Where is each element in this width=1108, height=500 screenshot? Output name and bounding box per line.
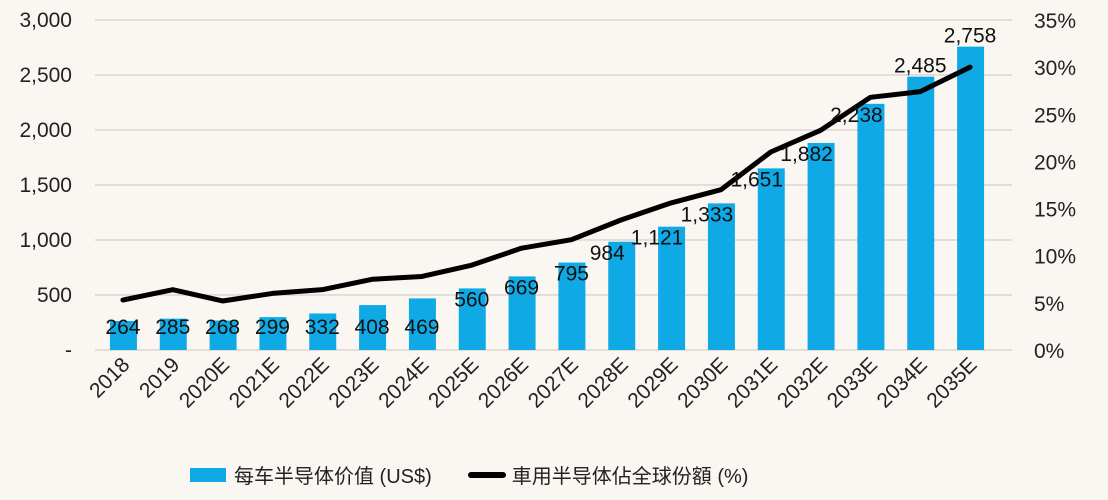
- data-label: 299: [255, 316, 290, 339]
- bar: [558, 262, 586, 350]
- bar: [658, 226, 686, 350]
- data-label: 1,882: [780, 143, 833, 166]
- legend: 每车半导体价值 (US$) 車用半导体佔全球份額 (%): [190, 460, 748, 489]
- data-label: 560: [454, 288, 489, 311]
- y-right-tick-label: 0%: [1034, 340, 1064, 363]
- data-label: 669: [504, 276, 539, 299]
- data-label: 1,333: [681, 203, 734, 226]
- y-left-tick-label: 1,500: [19, 174, 72, 197]
- bar: [309, 313, 337, 350]
- bar: [109, 320, 137, 350]
- y-right-tick-label: 25%: [1034, 104, 1076, 127]
- x-tick-label: 2027E: [524, 353, 583, 412]
- x-tick-label: 2023E: [324, 353, 383, 412]
- data-label: 2,485: [894, 55, 947, 78]
- data-label: 332: [305, 316, 340, 339]
- x-tick-label: 2021E: [225, 353, 284, 412]
- x-tick-label: 2030E: [673, 353, 732, 412]
- bar: [259, 317, 287, 350]
- x-tick-label: 2029E: [623, 353, 682, 412]
- bar: [907, 76, 935, 351]
- data-label: 984: [590, 242, 625, 265]
- data-label: 1,121: [631, 227, 684, 250]
- x-tick-label: 2034E: [873, 353, 932, 412]
- bar: [807, 142, 835, 350]
- y-left-tick-label: 3,000: [19, 9, 72, 32]
- data-label: 408: [355, 316, 390, 339]
- y-left-tick-label: -: [65, 339, 72, 362]
- data-label: 264: [105, 316, 140, 339]
- data-label: 795: [554, 263, 589, 286]
- x-tick-label: 2033E: [823, 353, 882, 412]
- y-right-tick-label: 35%: [1034, 10, 1076, 33]
- bar: [608, 241, 636, 350]
- y-right-tick-label: 15%: [1034, 199, 1076, 222]
- y-left-tick-label: 500: [37, 284, 72, 307]
- bar: [408, 298, 436, 350]
- legend-label-line: 車用半导体佔全球份額 (%): [511, 466, 749, 488]
- chart: - 500 1,000 1,500 2,000 2,500 3,000 0% 5% 10% 15% 2…: [19, 9, 1076, 412]
- bar: [707, 203, 735, 350]
- x-tick-label: 2024E: [374, 353, 433, 412]
- line-series: [120, 64, 973, 304]
- legend-label-bar: 每车半导体价值 (US$): [234, 466, 432, 488]
- y-left-tick-label: 2,500: [19, 64, 72, 87]
- legend-swatch-line: [467, 471, 506, 478]
- data-label: 2,758: [944, 25, 997, 48]
- x-tick-label: 2032E: [773, 353, 832, 412]
- x-tick-label: 2018: [85, 353, 134, 402]
- x-tick-label: 2020E: [175, 353, 234, 412]
- bar: [508, 276, 536, 350]
- bar: [359, 305, 387, 350]
- data-label: 268: [205, 316, 240, 339]
- x-tick-label: 2035E: [922, 353, 981, 412]
- data-label: 285: [155, 316, 190, 339]
- bar: [159, 318, 187, 350]
- x-tick-label: 2025E: [424, 353, 483, 412]
- y-right-tick-label: 30%: [1034, 57, 1076, 80]
- bar: [857, 103, 885, 350]
- y-left-tick-label: 2,000: [19, 119, 72, 142]
- bar: [458, 288, 486, 350]
- y-left-tick-label: 1,000: [19, 229, 72, 252]
- bar: [957, 46, 985, 351]
- data-label: 469: [404, 316, 439, 339]
- y-right-tick-label: 10%: [1034, 246, 1076, 269]
- legend-swatch-bar: [190, 467, 226, 482]
- bar: [209, 320, 237, 350]
- bar: [757, 168, 785, 350]
- data-label: 2,238: [830, 104, 883, 127]
- x-tick-label: 2022E: [275, 353, 334, 412]
- y-right-tick-label: 20%: [1034, 151, 1076, 174]
- y-right-tick-label: 5%: [1034, 293, 1064, 316]
- data-label: 1,651: [730, 168, 783, 191]
- x-tick-label: 2026E: [474, 353, 533, 412]
- x-tick-label: 2028E: [574, 353, 633, 412]
- x-tick-label: 2031E: [723, 353, 782, 412]
